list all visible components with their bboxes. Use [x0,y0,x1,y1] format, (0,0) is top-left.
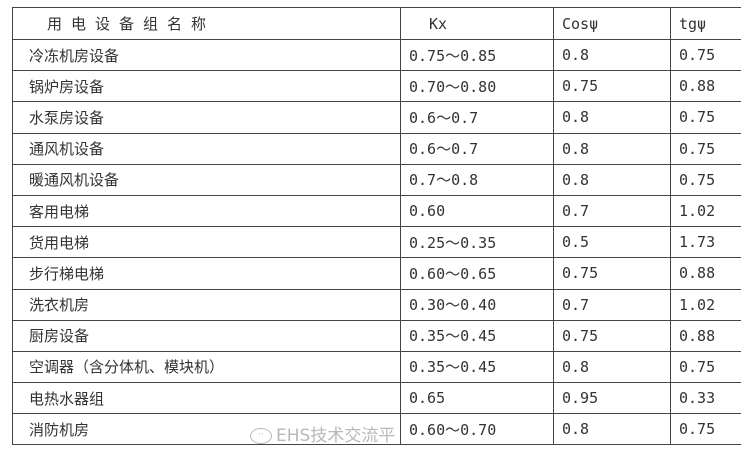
cell-tg: 1.02 [670,194,741,228]
cell-cos: 0.5 [553,226,671,259]
header-tg: tgψ [670,7,741,40]
cell-cos: 0.8 [553,38,671,72]
cell-name: 消防机房 [12,413,401,446]
table-row: 冷冻机房设备 0.75～0.85 0.8 0.75 [12,38,741,72]
cell-name: 电热水器组 [12,382,401,415]
cell-name: 冷冻机房设备 [12,38,401,72]
cell-kx: 0.65 [400,382,554,415]
cell-kx: 0.35～0.45 [400,350,554,384]
cell-tg: 0.33 [670,382,741,415]
cell-name: 客用电梯 [12,194,401,228]
cell-kx: 0.30～0.40 [400,288,554,321]
cell-cos: 0.7 [553,288,671,321]
cell-name: 空调器（含分体机、模块机） [12,350,401,384]
cell-kx: 0.35～0.45 [400,319,554,352]
cell-tg: 0.88 [670,70,741,103]
cell-name: 厨房设备 [12,319,401,352]
header-kx: Kx [400,7,554,40]
cell-kx: 0.60～0.70 [400,413,554,446]
table-row: 客用电梯 0.60 0.7 1.02 [12,194,741,228]
table-row: 锅炉房设备 0.70～0.80 0.75 0.88 [12,70,741,103]
cell-tg: 1.73 [670,226,741,259]
cell-tg: 0.88 [670,257,741,290]
cell-name: 锅炉房设备 [12,70,401,103]
cell-kx: 0.6～0.7 [400,101,554,134]
table-row: 厨房设备 0.35～0.45 0.75 0.88 [12,319,741,352]
cell-name: 货用电梯 [12,226,401,259]
header-cos: Cosψ [553,7,671,40]
cell-cos: 0.8 [553,413,671,446]
table-row: 货用电梯 0.25～0.35 0.5 1.73 [12,226,741,259]
cell-cos: 0.8 [553,350,671,384]
watermark-text: EHS技术交流平 [276,426,396,446]
cell-cos: 0.8 [553,163,671,196]
table-row: 洗衣机房 0.30～0.40 0.7 1.02 [12,288,741,321]
table-row: 水泵房设备 0.6～0.7 0.8 0.75 [12,101,741,134]
cell-kx: 0.60～0.65 [400,257,554,290]
cell-kx: 0.70～0.80 [400,70,554,103]
table-row: 通风机设备 0.6～0.7 0.8 0.75 [12,132,741,165]
watermark: ·· EHS技术交流平 [250,426,395,446]
cell-cos: 0.75 [553,257,671,290]
cell-cos: 0.95 [553,382,671,415]
cell-tg: 0.75 [670,350,741,384]
table-header-row: 用电设备组名称 Kx Cosψ tgψ [12,7,741,40]
cell-name: 暖通风机设备 [12,163,401,196]
cell-tg: 0.75 [670,38,741,72]
cell-cos: 0.7 [553,194,671,228]
wechat-icon: ·· [250,428,272,444]
cell-tg: 1.02 [670,288,741,321]
cell-name: 步行梯电梯 [12,257,401,290]
table-row: 暖通风机设备 0.7～0.8 0.8 0.75 [12,163,741,196]
cell-cos: 0.8 [553,101,671,134]
demand-coefficient-table: 用电设备组名称 Kx Cosψ tgψ 冷冻机房设备 0.75～0.85 0.8 0.… [12,7,741,446]
cell-cos: 0.75 [553,319,671,352]
cell-kx: 0.7～0.8 [400,163,554,196]
cell-name: 水泵房设备 [12,101,401,134]
cell-name: 通风机设备 [12,132,401,165]
cell-cos: 0.75 [553,70,671,103]
cell-kx: 0.60 [400,194,554,228]
cell-tg: 0.75 [670,101,741,134]
table-row: 电热水器组 0.65 0.95 0.33 [12,382,741,415]
cell-name: 洗衣机房 [12,288,401,321]
table-row: 空调器（含分体机、模块机） 0.35～0.45 0.8 0.75 [12,350,741,384]
cell-cos: 0.8 [553,132,671,165]
cell-kx: 0.25～0.35 [400,226,554,259]
cell-kx: 0.6～0.7 [400,132,554,165]
table-row: 步行梯电梯 0.60～0.65 0.75 0.88 [12,257,741,290]
table-row: 消防机房 0.60～0.70 0.8 0.75 [12,413,741,446]
cell-tg: 0.75 [670,132,741,165]
cell-tg: 0.75 [670,413,741,446]
cell-kx: 0.75～0.85 [400,38,554,72]
cell-tg: 0.88 [670,319,741,352]
cell-tg: 0.75 [670,163,741,196]
header-name: 用电设备组名称 [12,7,401,40]
